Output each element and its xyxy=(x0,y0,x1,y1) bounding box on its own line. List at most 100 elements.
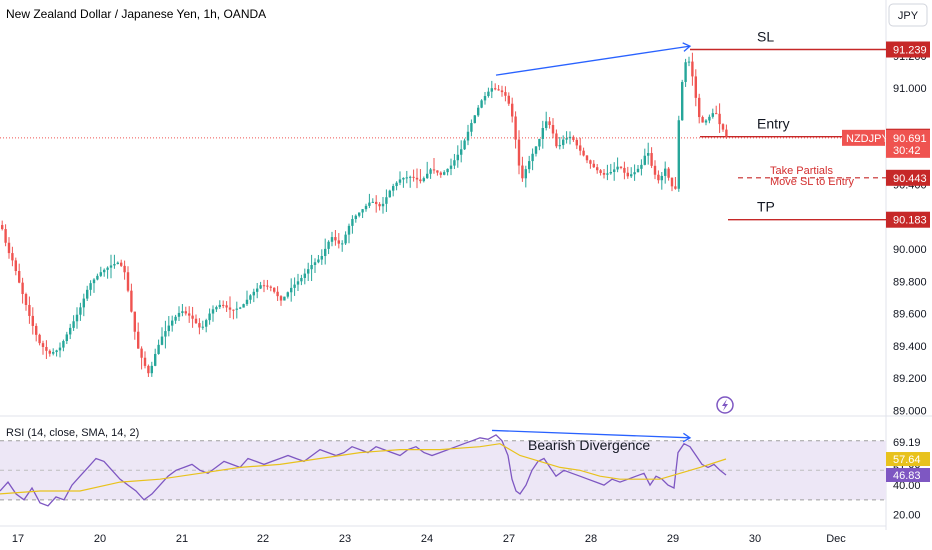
time-tick-7: 28 xyxy=(585,533,597,545)
time-tick-4: 23 xyxy=(339,533,351,545)
candle-body-58 xyxy=(198,323,201,328)
candle-body-1 xyxy=(4,229,7,243)
rsi-badge-0 xyxy=(886,452,930,467)
candle-body-142 xyxy=(483,96,487,101)
price-tick-3: 89.600 xyxy=(893,309,927,321)
candle-body-89 xyxy=(303,273,306,278)
candle-body-13 xyxy=(45,346,48,351)
candle-body-197 xyxy=(670,177,674,187)
candle-body-150 xyxy=(511,103,514,117)
divergence-arrows xyxy=(491,42,692,443)
candle-body-137 xyxy=(466,131,470,141)
candle-body-115 xyxy=(392,186,395,191)
candle-body-166 xyxy=(565,138,568,140)
candle-body-131 xyxy=(446,168,449,173)
candle-body-133 xyxy=(453,160,456,166)
candle-body-50 xyxy=(171,320,174,326)
candle-body-39 xyxy=(133,311,136,332)
candle-body-109 xyxy=(371,201,374,203)
candle-body-76 xyxy=(259,285,262,289)
price-tick-0: 89.000 xyxy=(893,405,927,417)
candle-body-206 xyxy=(701,117,704,123)
candle-body-210 xyxy=(715,113,718,115)
level-badge-text-0: 91.239 xyxy=(893,45,927,57)
candle-body-65 xyxy=(222,304,225,306)
candle-body-21 xyxy=(72,321,75,328)
candle-body-112 xyxy=(381,203,385,207)
rsi-badge-text-1: 46.83 xyxy=(893,470,921,482)
candle-body-96 xyxy=(327,241,330,249)
candle-body-27 xyxy=(92,279,96,284)
level-label-0: SL xyxy=(757,29,774,45)
time-tick-2: 21 xyxy=(176,533,188,545)
candle-body-83 xyxy=(283,296,286,301)
candle-body-6 xyxy=(21,282,24,295)
candle-body-59 xyxy=(201,326,204,328)
candle-body-159 xyxy=(541,127,544,139)
candle-body-38 xyxy=(130,290,133,312)
candle-body-118 xyxy=(402,177,405,180)
candle-body-163 xyxy=(555,133,558,147)
candles xyxy=(1,52,728,377)
candle-body-70 xyxy=(239,307,242,309)
candle-body-125 xyxy=(426,173,429,179)
currency-button[interactable] xyxy=(888,3,928,27)
candle-body-86 xyxy=(293,284,296,288)
candle-body-119 xyxy=(405,177,408,179)
candle-body-71 xyxy=(242,304,245,308)
time-tick-8: 29 xyxy=(667,533,679,545)
symbol-badge xyxy=(842,129,885,146)
candle-body-199 xyxy=(677,120,680,189)
candle-body-51 xyxy=(174,316,177,321)
level-badge-text-2: 90.443 xyxy=(893,173,927,185)
candle-body-200 xyxy=(681,81,684,121)
candle-body-107 xyxy=(364,205,368,210)
candle-body-148 xyxy=(504,92,507,96)
candle-body-154 xyxy=(524,169,527,179)
rsi-divergence-arrow-head xyxy=(682,432,692,443)
candle-body-53 xyxy=(181,311,184,313)
price-tick-5: 90.000 xyxy=(893,244,927,256)
candle-body-91 xyxy=(310,265,313,270)
candle-body-147 xyxy=(500,90,504,93)
candle-body-3 xyxy=(11,253,14,261)
level-label-3: TP xyxy=(757,199,775,215)
candle-body-143 xyxy=(487,91,490,97)
candle-body-19 xyxy=(65,334,68,342)
candle-body-194 xyxy=(660,175,663,181)
price-tick-4: 89.800 xyxy=(893,276,927,288)
candle-body-18 xyxy=(62,341,65,348)
candle-body-152 xyxy=(517,139,521,166)
candle-body-41 xyxy=(140,348,143,358)
level-label-2: Take Partials xyxy=(770,165,833,177)
candle-body-73 xyxy=(249,295,252,300)
candle-body-186 xyxy=(633,172,636,175)
candle-body-189 xyxy=(643,155,646,165)
candle-body-54 xyxy=(184,311,187,314)
candle-body-56 xyxy=(191,315,194,319)
time-tick-10: Dec xyxy=(826,533,846,545)
candle-body-140 xyxy=(477,107,480,116)
candle-body-114 xyxy=(388,190,391,198)
rsi-tick-5: 20.00 xyxy=(893,510,921,522)
candle-body-106 xyxy=(361,209,364,213)
candle-body-160 xyxy=(545,121,548,128)
candle-body-15 xyxy=(52,352,55,354)
level-badge-text-3: 90.183 xyxy=(893,215,927,227)
candle-body-28 xyxy=(96,275,99,280)
candle-body-46 xyxy=(157,344,160,354)
candle-body-192 xyxy=(653,165,657,175)
candle-body-111 xyxy=(378,204,381,207)
candle-body-63 xyxy=(215,307,218,310)
candle-body-103 xyxy=(351,219,354,226)
rsi-badge-text-0: 57.64 xyxy=(893,454,921,466)
candle-body-110 xyxy=(375,201,378,205)
candle-body-10 xyxy=(35,325,38,335)
candle-body-25 xyxy=(86,289,89,299)
candle-body-85 xyxy=(290,287,293,293)
lightning-icon[interactable] xyxy=(716,396,734,414)
candle-body-120 xyxy=(409,176,412,178)
candle-body-99 xyxy=(337,240,340,244)
candle-body-8 xyxy=(28,304,31,316)
candle-body-88 xyxy=(300,277,303,282)
